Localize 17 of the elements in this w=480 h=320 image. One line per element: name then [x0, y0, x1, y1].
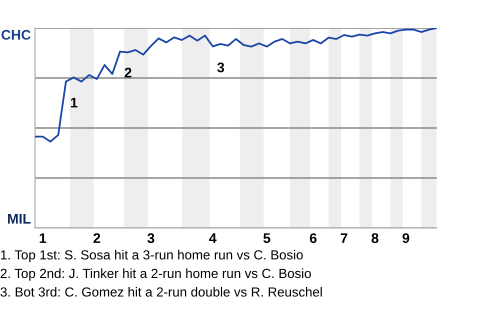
text: MIL — [8, 214, 31, 224]
x-tick-label: 9 — [402, 233, 410, 244]
x-tick-label: 5 — [263, 233, 270, 244]
text: 1. Top 1st: S. Sosa hit a 3-run home run vs C. Bosio — [1, 250, 303, 262]
x-tick-label: 2 — [93, 233, 100, 243]
text: 3. Bot 3rd: C. Gomez hit a 2-run double vs R. Reuschel — [0, 286, 322, 297]
x-tick-label: 1 — [40, 233, 46, 243]
x-tick-label: 3 — [147, 233, 154, 244]
x-tick-label: 7 — [340, 233, 348, 243]
annotation: 3 — [217, 62, 224, 72]
annotation: 2 — [124, 68, 132, 78]
annotation: 1 — [70, 98, 78, 108]
text: 2. Top 2nd: J. Tinker hit a 2-run home run vs C. Bosio — [0, 268, 311, 281]
x-tick-label: 8 — [372, 233, 378, 244]
x-tick-label: 4 — [209, 233, 217, 243]
x-tick-label: 6 — [310, 233, 317, 244]
text: CHC — [2, 30, 31, 40]
